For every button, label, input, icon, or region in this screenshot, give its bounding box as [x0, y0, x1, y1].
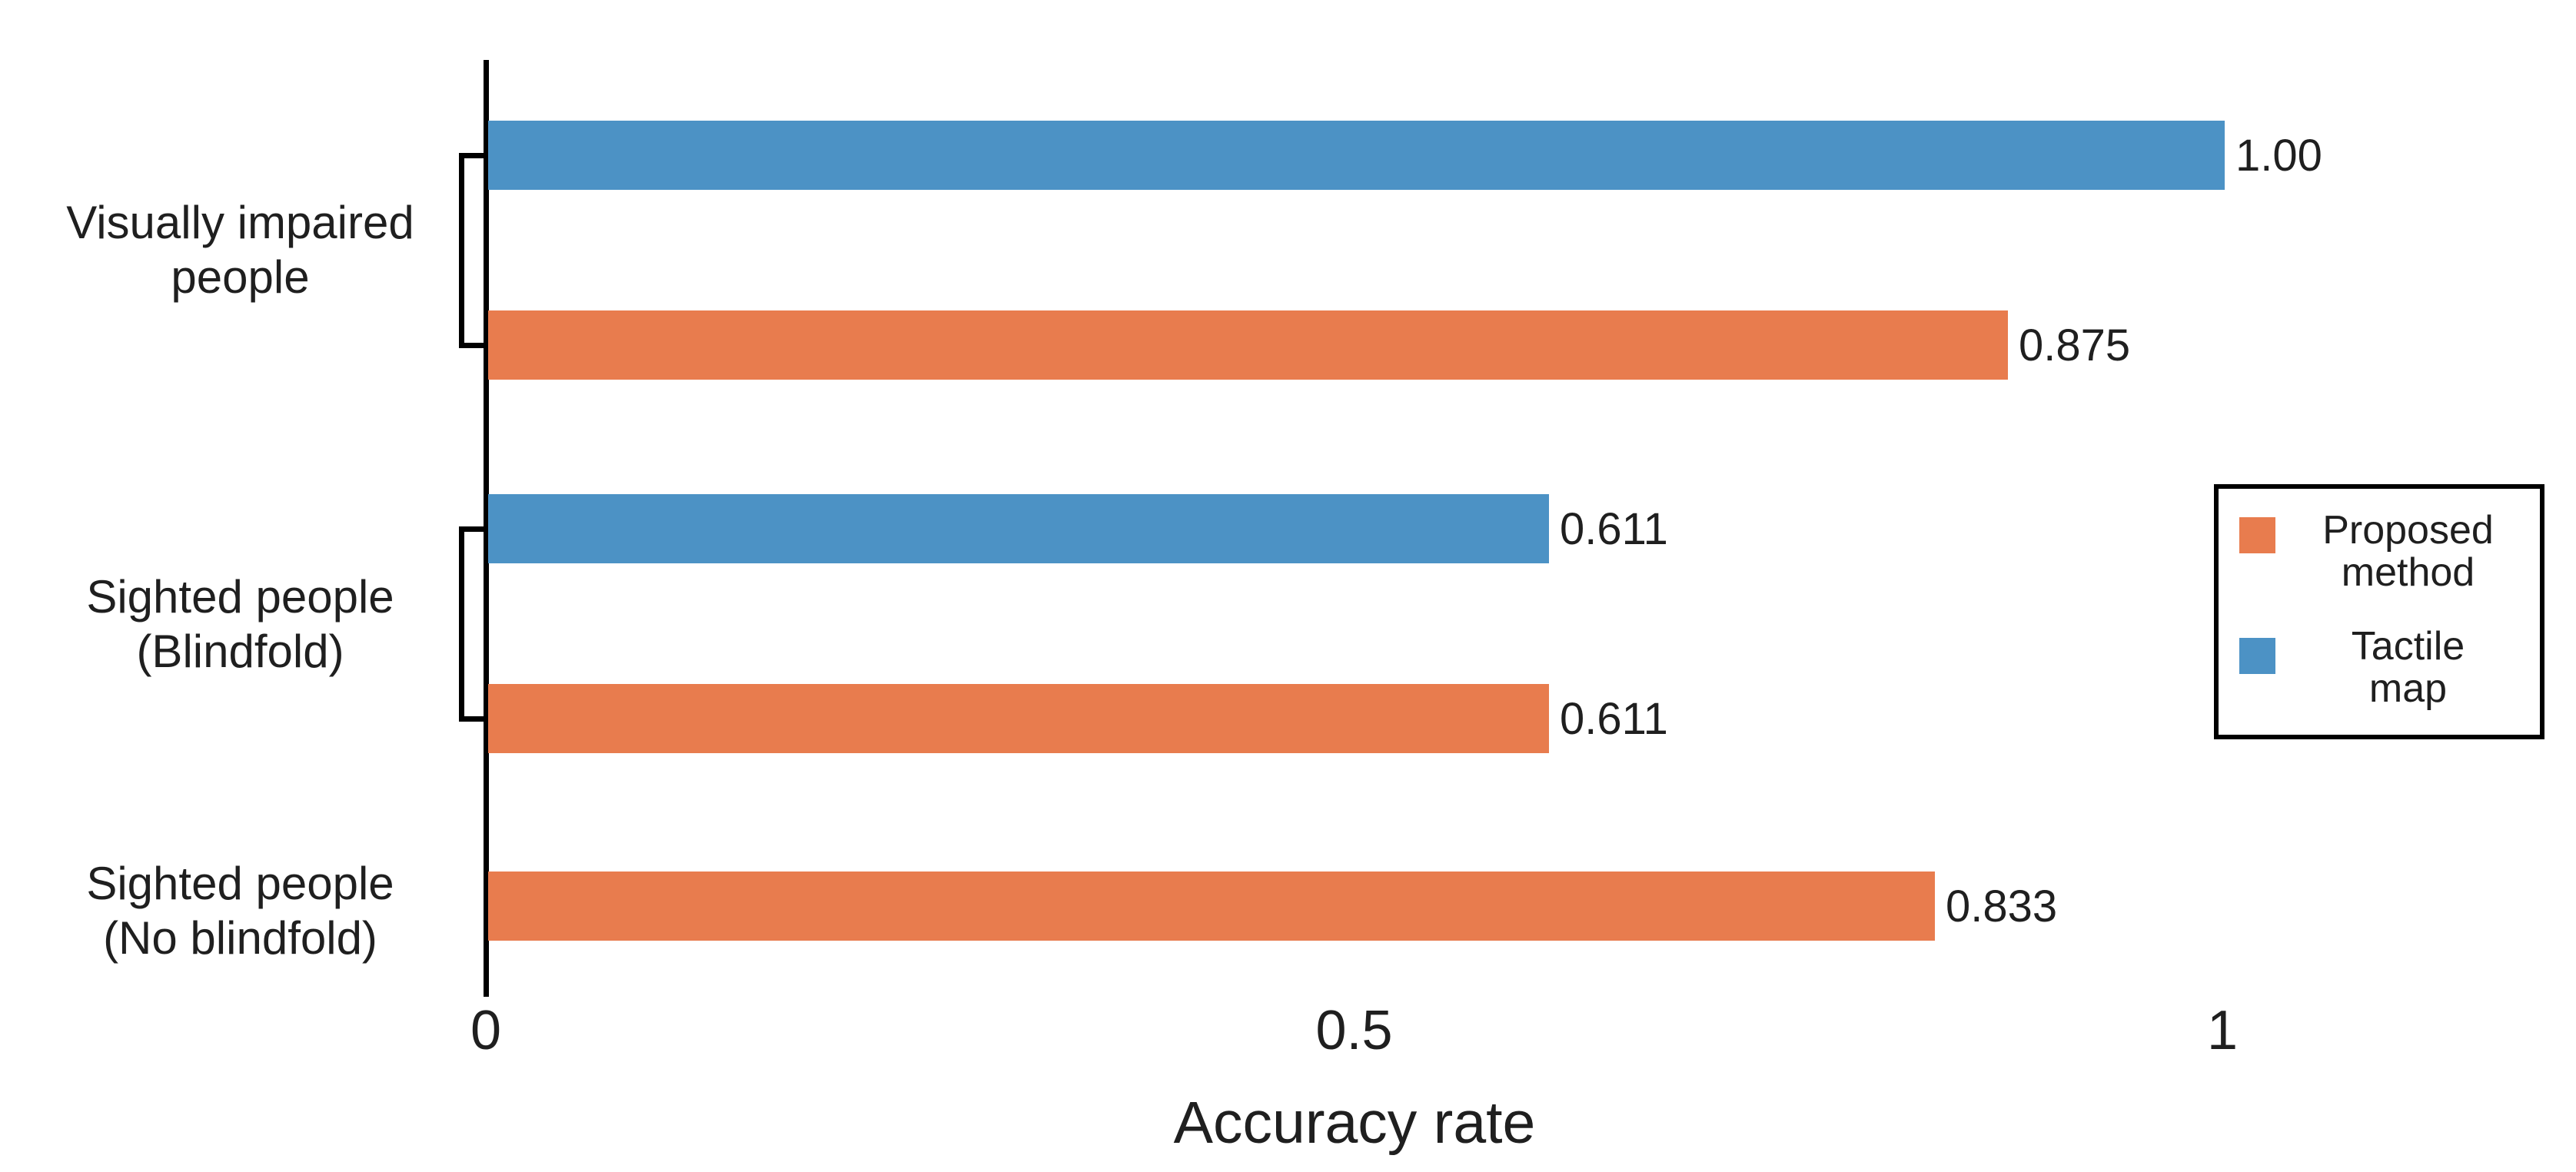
- y-axis-line: [484, 60, 489, 997]
- legend-swatch-proposed-method: [2239, 517, 2275, 553]
- group-bracket: [459, 152, 486, 348]
- category-label-line: Visually impaired: [66, 197, 414, 248]
- category-label-line: people: [171, 251, 310, 303]
- bar-value-label: 0.875: [2019, 320, 2131, 370]
- bar-tactile-map: [488, 494, 1549, 563]
- bar-proposed-method: [488, 310, 2008, 380]
- legend-swatch-tactile-map: [2239, 638, 2275, 674]
- x-axis-title: Accuracy rate: [1173, 1090, 1536, 1156]
- x-tick-label: 0.5: [1315, 1000, 1393, 1061]
- bar-value-label: 0.611: [1560, 693, 1668, 744]
- group-bracket: [459, 526, 486, 722]
- x-tick-label: 1: [2206, 1000, 2239, 1061]
- bar-value-label: 0.833: [1946, 881, 2058, 931]
- bar-tactile-map: [488, 121, 2225, 190]
- bar-value-label: 1.00: [2235, 130, 2322, 181]
- category-label-line: Sighted people: [86, 571, 394, 623]
- category-label-line: Sighted people: [86, 858, 394, 909]
- legend-label-line: method: [2341, 550, 2475, 595]
- bar-value-label: 0.611: [1560, 503, 1668, 554]
- category-label-line: (No blindfold): [103, 912, 377, 964]
- category-label-line: (Blindfold): [136, 626, 344, 677]
- legend-label: Proposed method: [2275, 510, 2541, 594]
- category-label: Sighted people (No blindfold): [42, 856, 438, 965]
- legend-label-line: Tactile: [2351, 624, 2465, 669]
- category-label: Visually impaired people: [42, 195, 438, 304]
- bar-proposed-method: [488, 872, 1935, 941]
- legend-label-line: Proposed: [2322, 508, 2494, 553]
- legend-label-line: map: [2368, 666, 2448, 711]
- x-tick-label: 0: [470, 1000, 502, 1061]
- category-label: Sighted people (Blindfold): [42, 569, 438, 679]
- bar-proposed-method: [488, 684, 1549, 753]
- legend-label: Tactile map: [2275, 626, 2541, 710]
